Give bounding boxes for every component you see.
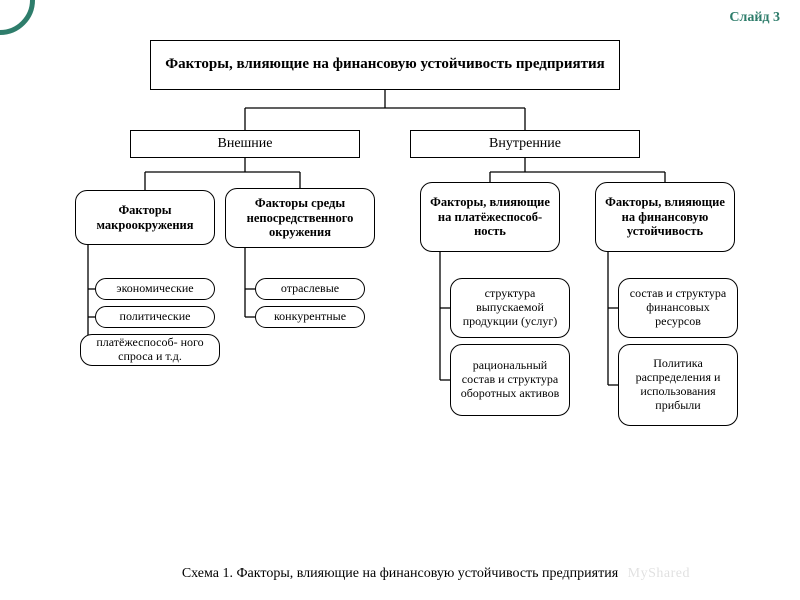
leaf-fin-resources: состав и структура финансовых ресурсов	[618, 278, 738, 338]
leaf-industry: отраслевые	[255, 278, 365, 300]
node-fin-stab: Факторы, влияющие на финансовую устойчив…	[595, 182, 735, 252]
node-external: Внешние	[130, 130, 360, 158]
node-direct-env: Факторы среды непосредственного окружени…	[225, 188, 375, 248]
leaf-profit-policy: Политика распределения и использования п…	[618, 344, 738, 426]
corner-accent-circle	[0, 0, 35, 35]
title-box: Факторы, влияющие на финансовую устойчив…	[150, 40, 620, 90]
watermark: MyShared	[628, 566, 690, 582]
leaf-competitive: конкурентные	[255, 306, 365, 328]
slide-number: Слайд 3	[729, 10, 780, 26]
node-solvency: Факторы, влияющие на платёжеспособ- ност…	[420, 182, 560, 252]
leaf-product-structure: структура выпускаемой продукции (услуг)	[450, 278, 570, 338]
leaf-economic: экономические	[95, 278, 215, 300]
leaf-assets-structure: рациональный состав и структура оборотны…	[450, 344, 570, 416]
node-internal: Внутренние	[410, 130, 640, 158]
leaf-demand: платёжеспособ- ного спроса и т.д.	[80, 334, 220, 366]
leaf-political: политические	[95, 306, 215, 328]
node-macro: Факторы макроокружения	[75, 190, 215, 245]
